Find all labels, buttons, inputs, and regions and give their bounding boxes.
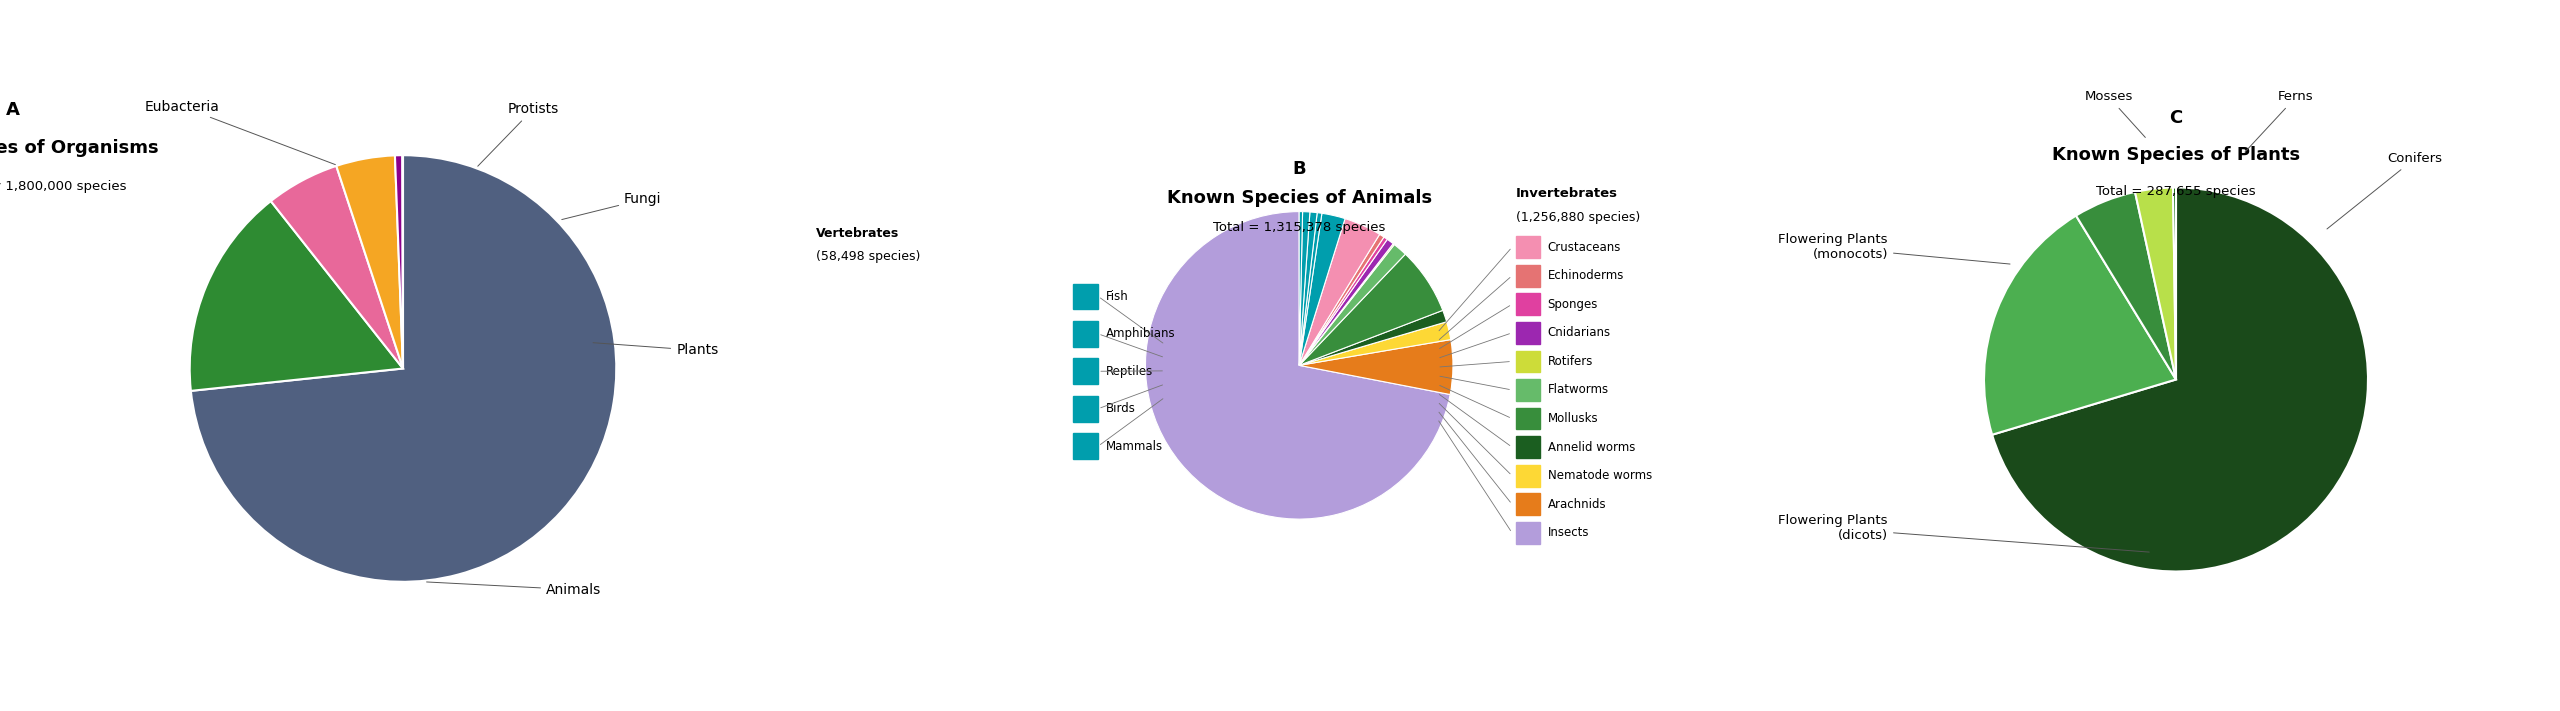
Text: Conifers: Conifers xyxy=(2327,152,2442,229)
Text: Arachnids: Arachnids xyxy=(1549,498,1605,510)
Wedge shape xyxy=(271,166,402,368)
Text: Invertebrates: Invertebrates xyxy=(1516,188,1618,201)
Wedge shape xyxy=(1300,245,1405,365)
Wedge shape xyxy=(394,155,402,368)
Wedge shape xyxy=(1300,254,1444,365)
Bar xyxy=(1516,322,1539,343)
Text: Animals: Animals xyxy=(428,582,602,597)
Wedge shape xyxy=(1300,218,1380,365)
Text: Reptiles: Reptiles xyxy=(1106,365,1152,378)
Text: Mammals: Mammals xyxy=(1106,439,1162,453)
Wedge shape xyxy=(1300,212,1303,365)
Text: Known Species of Organisms: Known Species of Organisms xyxy=(0,139,159,157)
Wedge shape xyxy=(192,155,617,582)
Bar xyxy=(1073,284,1098,309)
Text: Flowering Plants
(monocots): Flowering Plants (monocots) xyxy=(1779,233,2010,264)
Text: Crustaceans: Crustaceans xyxy=(1549,240,1620,254)
Text: Total = 1,315,378 species: Total = 1,315,378 species xyxy=(1213,220,1385,234)
Wedge shape xyxy=(1300,212,1311,365)
Text: Fungi: Fungi xyxy=(561,193,660,220)
Text: Rotifers: Rotifers xyxy=(1549,355,1592,368)
Text: Birds: Birds xyxy=(1106,402,1137,415)
Text: Cnidarians: Cnidarians xyxy=(1549,326,1610,339)
Wedge shape xyxy=(1300,235,1385,365)
Bar xyxy=(1516,493,1539,515)
Wedge shape xyxy=(1300,240,1393,365)
Wedge shape xyxy=(1300,322,1452,365)
Text: Mosses: Mosses xyxy=(2084,90,2145,137)
Text: C: C xyxy=(2168,109,2184,127)
Text: Vertebrates: Vertebrates xyxy=(817,227,899,240)
Wedge shape xyxy=(1300,310,1446,365)
Text: B: B xyxy=(1293,160,1306,178)
Text: Nematode worms: Nematode worms xyxy=(1549,469,1651,482)
Text: Insects: Insects xyxy=(1549,526,1590,540)
Wedge shape xyxy=(1300,340,1454,395)
Text: Sponges: Sponges xyxy=(1549,298,1597,311)
Wedge shape xyxy=(2173,188,2176,380)
Text: Ferns: Ferns xyxy=(2245,90,2314,152)
Bar xyxy=(1073,434,1098,459)
Bar xyxy=(1516,465,1539,486)
Text: Fish: Fish xyxy=(1106,290,1129,303)
Bar xyxy=(1516,264,1539,287)
Bar xyxy=(1073,396,1098,422)
Bar xyxy=(1516,294,1539,315)
Text: Amphibians: Amphibians xyxy=(1106,327,1175,341)
Text: Protists: Protists xyxy=(479,102,558,166)
Bar xyxy=(1516,407,1539,429)
Wedge shape xyxy=(1300,212,1318,365)
Bar xyxy=(1516,437,1539,458)
Wedge shape xyxy=(2135,188,2176,380)
Text: Known Species of Animals: Known Species of Animals xyxy=(1167,189,1431,207)
Text: Total = 287,655 species: Total = 287,655 species xyxy=(2097,186,2255,198)
Wedge shape xyxy=(1300,213,1344,365)
Wedge shape xyxy=(1984,215,2176,434)
Text: Plants: Plants xyxy=(594,343,719,358)
Wedge shape xyxy=(189,201,402,391)
Wedge shape xyxy=(1300,244,1395,365)
Text: Total = roughly 1,800,000 species: Total = roughly 1,800,000 species xyxy=(0,180,125,193)
Wedge shape xyxy=(1992,188,2368,572)
Wedge shape xyxy=(2076,192,2176,380)
Text: Annelid worms: Annelid worms xyxy=(1549,441,1636,454)
Text: Mollusks: Mollusks xyxy=(1549,412,1597,425)
Wedge shape xyxy=(1300,237,1388,365)
Bar xyxy=(1516,351,1539,373)
Text: (58,498 species): (58,498 species) xyxy=(817,250,922,264)
Text: Eubacteria: Eubacteria xyxy=(143,100,335,165)
Wedge shape xyxy=(335,155,402,368)
Text: Flowering Plants
(dicots): Flowering Plants (dicots) xyxy=(1779,514,2150,552)
Text: Known Species of Plants: Known Species of Plants xyxy=(2053,146,2299,164)
Bar xyxy=(1516,236,1539,258)
Bar xyxy=(1516,379,1539,401)
Bar xyxy=(1073,358,1098,384)
Text: A: A xyxy=(5,101,20,119)
Wedge shape xyxy=(1144,212,1449,519)
Bar xyxy=(1073,321,1098,347)
Wedge shape xyxy=(1300,213,1321,365)
Bar xyxy=(1516,522,1539,544)
Text: Flatworms: Flatworms xyxy=(1549,383,1608,397)
Text: Echinoderms: Echinoderms xyxy=(1549,269,1623,282)
Text: (1,256,880 species): (1,256,880 species) xyxy=(1516,211,1641,224)
